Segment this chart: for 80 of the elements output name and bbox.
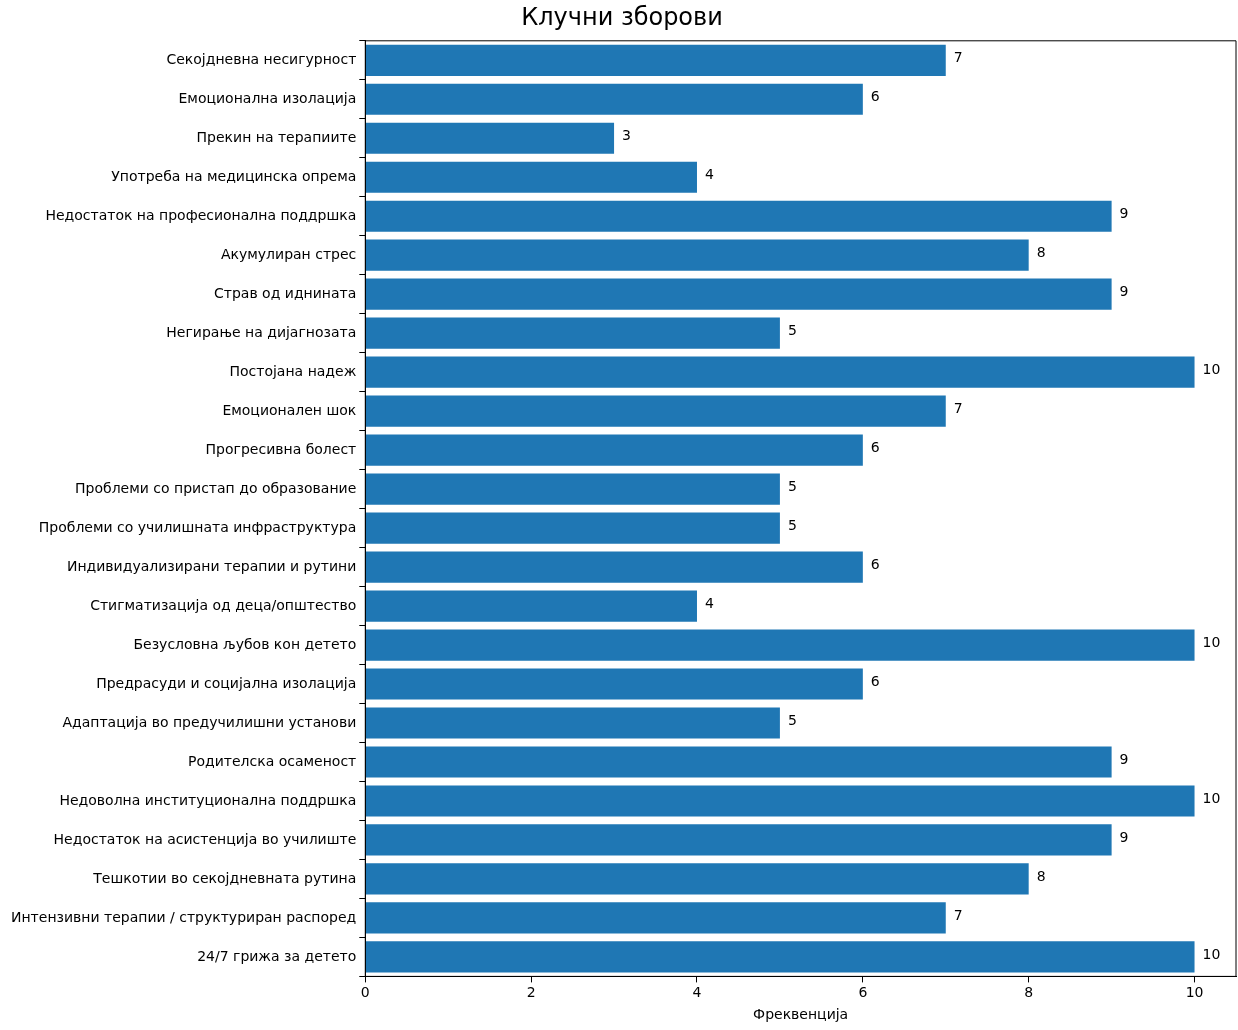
- x-tick-label: 10: [1185, 984, 1204, 1001]
- x-tick-label: 0: [360, 984, 370, 1001]
- data-label: 8: [1036, 243, 1046, 260]
- data-label: 9: [1119, 828, 1129, 845]
- bar: [365, 161, 697, 193]
- data-label: 9: [1119, 750, 1129, 767]
- x-tick-label: 4: [692, 984, 702, 1001]
- bar: [365, 707, 780, 739]
- bar: [365, 785, 1195, 817]
- y-tick-label: Акумулиран стрес: [220, 245, 357, 262]
- y-tick-label: Стигматизација од деца/општество: [90, 596, 357, 613]
- x-tick-label: 2: [526, 984, 536, 1001]
- y-tick-label: Употреба на медицинска опрема: [111, 167, 357, 184]
- y-tick-label: Адаптација во предучилишни установи: [62, 713, 357, 730]
- bar: [365, 551, 863, 583]
- data-label: 5: [787, 477, 797, 494]
- data-label: 4: [704, 165, 714, 182]
- data-label: 3: [622, 126, 631, 143]
- bar: [365, 278, 1112, 310]
- bar: [365, 629, 1195, 661]
- y-tick-label: Секојдневна несигурност: [166, 50, 357, 67]
- y-tick-label: Проблеми со пристап до образование: [75, 479, 357, 496]
- bar: [365, 590, 697, 622]
- bar: [365, 239, 1029, 271]
- y-tick-label: Проблеми со училишната инфраструктура: [38, 518, 357, 535]
- x-tick-label: 6: [858, 984, 868, 1001]
- bar: [365, 902, 946, 934]
- data-label: 10: [1202, 945, 1221, 962]
- bar: [365, 824, 1112, 856]
- chart-title: Клучни зборови: [521, 2, 723, 31]
- y-tick-label: Емоционална изолација: [178, 89, 357, 106]
- data-label: 5: [787, 711, 797, 728]
- bar: [365, 356, 1195, 388]
- bar: [365, 395, 946, 427]
- data-label: 9: [1119, 204, 1129, 221]
- bar: [365, 473, 780, 505]
- bar: [365, 863, 1029, 895]
- data-label: 7: [953, 906, 963, 923]
- y-tick-label: Родителска осаменост: [188, 752, 357, 769]
- y-tick-label: 24/7 грижа за детето: [197, 947, 357, 964]
- y-tick-label: Негирање на дијагнозата: [166, 323, 357, 340]
- bar: [365, 200, 1112, 232]
- bar: [365, 746, 1112, 778]
- y-tick-label: Интензивни терапии / структуриран распоред: [10, 908, 357, 925]
- data-label: 6: [870, 87, 880, 104]
- bar: [365, 317, 780, 349]
- bar: [365, 941, 1195, 973]
- y-tick-label: Страв од иднината: [213, 284, 357, 301]
- y-tick-label: Недоволна институционална поддршка: [59, 791, 357, 808]
- y-tick-label: Постојана надеж: [229, 362, 357, 379]
- y-tick-label: Тешкотии во секојдневната рутина: [92, 869, 357, 886]
- y-tick-label: Недостаток на асистенција во училиште: [53, 830, 357, 847]
- bar: [365, 668, 863, 700]
- data-label: 10: [1202, 360, 1221, 377]
- data-label: 5: [787, 516, 797, 533]
- y-tick-label: Недостаток на професионална поддршка: [45, 206, 357, 223]
- data-label: 6: [870, 555, 880, 572]
- y-tick-label: Индивидуализирани терапии и рутини: [66, 557, 357, 574]
- data-label: 8: [1036, 867, 1046, 884]
- bar: [365, 434, 863, 466]
- y-tick-label: Прекин на терапиите: [196, 128, 357, 145]
- bar: [365, 44, 946, 76]
- data-label: 7: [953, 399, 963, 416]
- data-label: 7: [953, 48, 963, 65]
- bar: [365, 512, 780, 544]
- data-label: 5: [787, 321, 797, 338]
- x-axis-title: Фреквенција: [753, 1006, 849, 1023]
- bar: [365, 122, 615, 154]
- data-label: 9: [1119, 282, 1129, 299]
- data-label: 10: [1202, 789, 1221, 806]
- data-label: 4: [704, 594, 714, 611]
- data-label: 10: [1202, 633, 1221, 650]
- x-tick-label: 8: [1024, 984, 1034, 1001]
- y-tick-label: Прогресивна болест: [205, 440, 357, 457]
- y-tick-label: Предрасуди и социјална изолација: [96, 674, 357, 691]
- y-tick-label: Емоционален шок: [222, 401, 357, 418]
- data-label: 6: [870, 672, 880, 689]
- y-tick-label: Безусловна љубов кон детето: [133, 635, 357, 652]
- data-label: 6: [870, 438, 880, 455]
- bar: [365, 83, 863, 115]
